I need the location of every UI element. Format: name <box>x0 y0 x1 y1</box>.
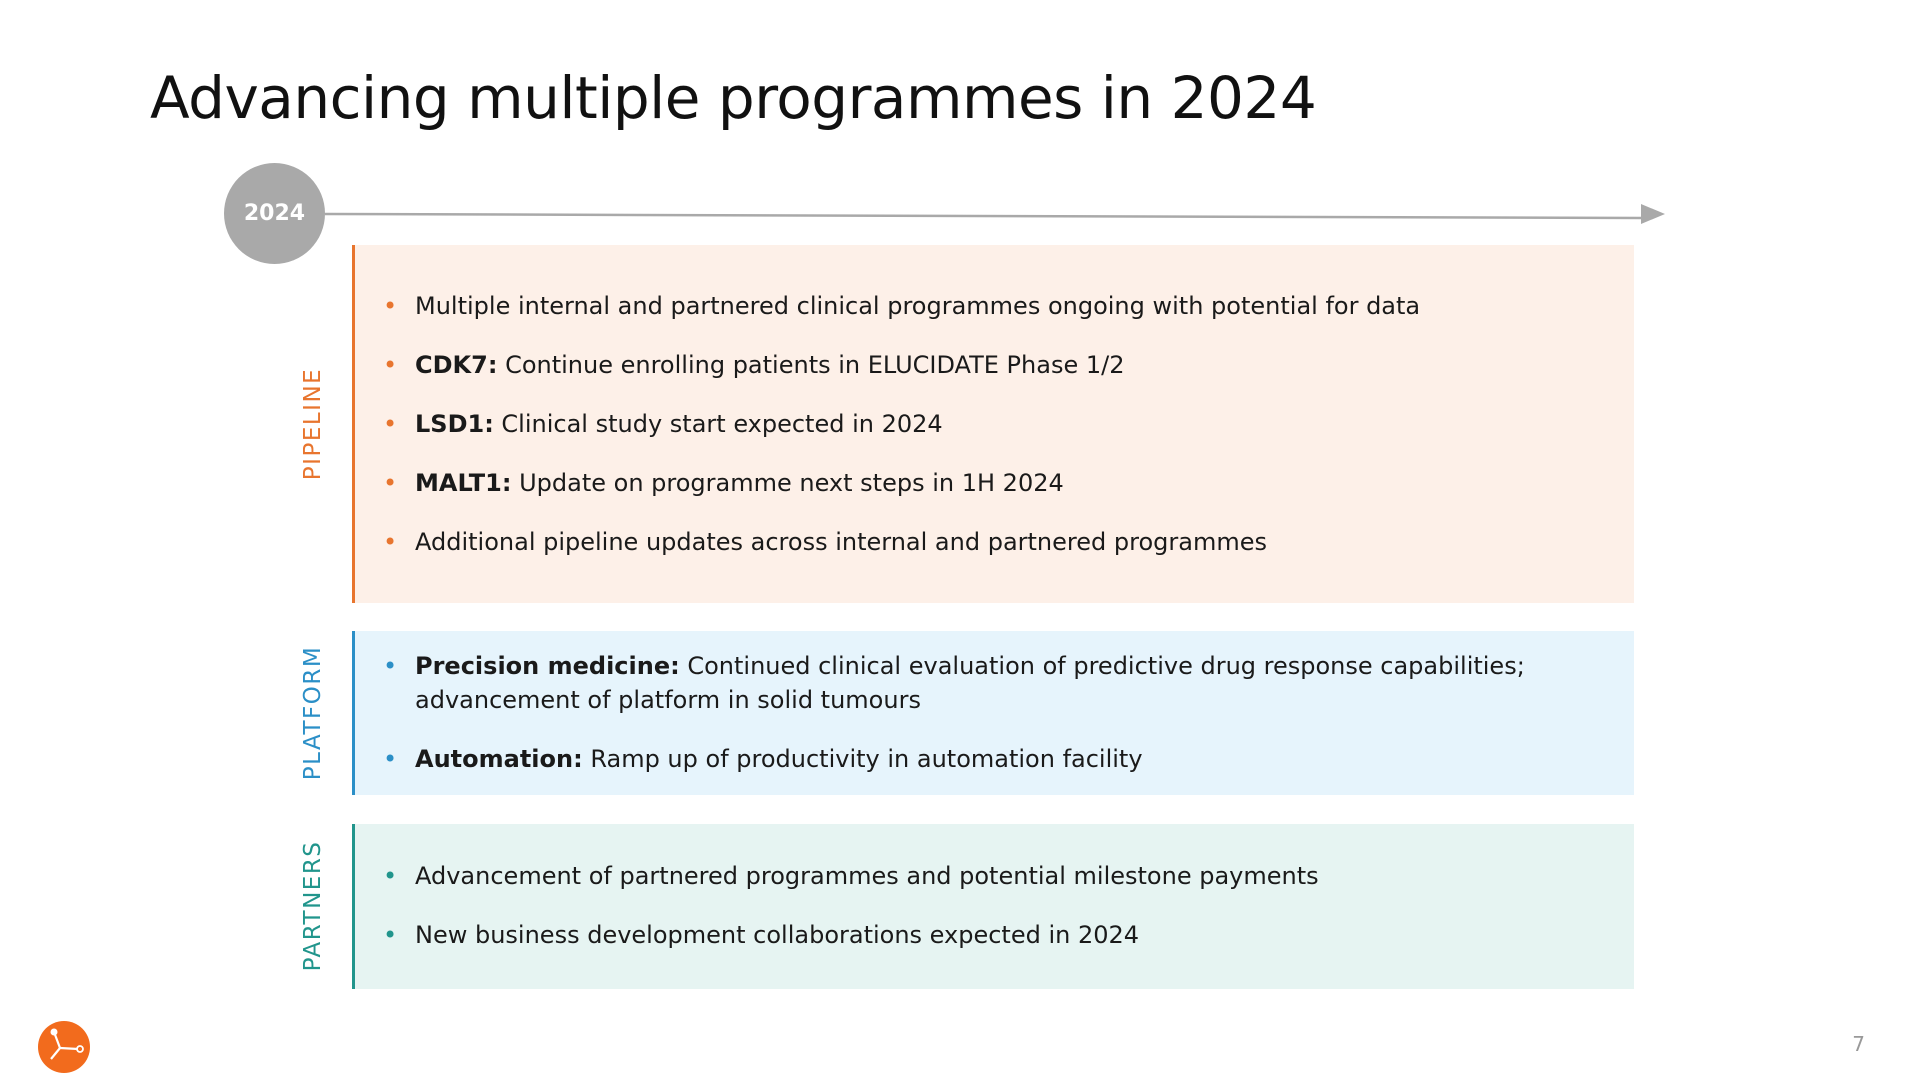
slide-title: Advancing multiple programmes in 2024 <box>150 64 1317 132</box>
partners-bullet-list: • Advancement of partnered programmes and… <box>355 859 1634 952</box>
list-item: • Automation: Ramp up of productivity in … <box>355 742 1634 776</box>
bullet-icon: • <box>383 410 398 438</box>
bullet-icon: • <box>383 351 398 379</box>
bullet-icon: • <box>383 469 398 497</box>
platform-bullet-list: • Precision medicine: Continued clinical … <box>355 649 1634 776</box>
bullet-icon: • <box>383 528 398 556</box>
list-item: • LSD1: Clinical study start expected in … <box>355 407 1634 441</box>
list-item: • Precision medicine: Continued clinical … <box>355 649 1634 717</box>
bullet-text: New business development collaborations … <box>415 921 1140 949</box>
list-item: • Advancement of partnered programmes and… <box>355 859 1634 893</box>
pipeline-label: PIPELINE <box>300 367 326 481</box>
bullet-bold-lead: Automation: <box>415 745 583 773</box>
bullet-text: Advancement of partnered programmes and … <box>415 862 1319 890</box>
bullet-bold-lead: CDK7: <box>415 351 498 379</box>
partners-label: PARTNERS <box>300 840 326 972</box>
bullet-text: Continue enrolling patients in ELUCIDATE… <box>497 351 1125 379</box>
bullet-bold-lead: Precision medicine: <box>415 652 680 680</box>
pipeline-bullet-list: • Multiple internal and partnered clinica… <box>355 289 1634 559</box>
bullet-text: Continued clinical evaluation of predict… <box>415 652 1525 714</box>
timeline-arrow <box>325 204 1665 224</box>
list-item: • Additional pipeline updates across inte… <box>355 525 1634 559</box>
pipeline-section: • Multiple internal and partnered clinica… <box>352 245 1634 603</box>
bullet-text: Update on programme next steps in 1H 202… <box>511 469 1064 497</box>
bullet-icon: • <box>383 921 398 949</box>
bullet-icon: • <box>383 745 398 773</box>
platform-section: • Precision medicine: Continued clinical … <box>352 631 1634 795</box>
bullet-text: Additional pipeline updates across inter… <box>415 528 1267 556</box>
platform-label: PLATFORM <box>300 645 326 781</box>
list-item: • Multiple internal and partnered clinica… <box>355 289 1634 323</box>
company-logo-icon <box>38 1021 90 1073</box>
bullet-text: Clinical study start expected in 2024 <box>493 410 943 438</box>
bullet-text: Multiple internal and partnered clinical… <box>415 292 1421 320</box>
bullet-bold-lead: MALT1: <box>415 469 512 497</box>
page-number: 7 <box>1852 1032 1865 1056</box>
partners-section: • Advancement of partnered programmes and… <box>352 824 1634 989</box>
bullet-icon: • <box>383 652 398 680</box>
bullet-bold-lead: LSD1: <box>415 410 494 438</box>
bullet-icon: • <box>383 862 398 890</box>
list-item: • CDK7: Continue enrolling patients in EL… <box>355 348 1634 382</box>
year-badge: 2024 <box>224 163 325 264</box>
list-item: • MALT1: Update on programme next steps i… <box>355 466 1634 500</box>
bullet-text: Ramp up of productivity in automation fa… <box>582 745 1143 773</box>
list-item: • New business development collaborations… <box>355 918 1634 952</box>
bullet-icon: • <box>383 292 398 320</box>
